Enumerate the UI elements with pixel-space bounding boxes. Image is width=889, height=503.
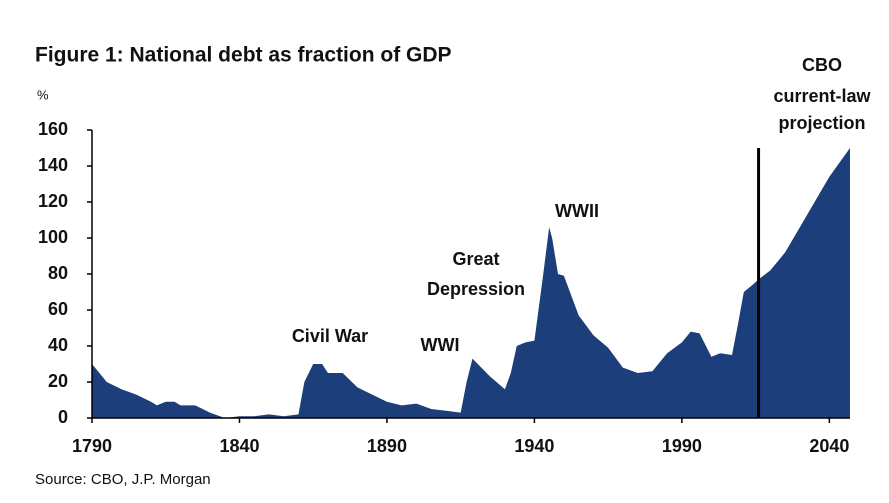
area (92, 148, 850, 418)
annotation: projection (778, 113, 865, 133)
x-tick-label: 1940 (514, 436, 554, 456)
y-tick-label: 140 (38, 155, 68, 175)
y-tick-label: 160 (38, 119, 68, 139)
annotation: WWI (421, 335, 460, 355)
chart-title: Figure 1: National debt as fraction of G… (35, 44, 452, 67)
source: Source: CBO, J.P. Morgan (35, 471, 211, 488)
y-tick-label: 80 (48, 263, 68, 283)
x-tick-label: 2040 (809, 436, 849, 456)
annotation: CBO (802, 55, 842, 75)
y-tick-label: 20 (48, 371, 68, 391)
annotation: Civil War (292, 326, 368, 346)
y-tick-label: 120 (38, 191, 68, 211)
y-tick-label: 60 (48, 299, 68, 319)
y-tick-label: 40 (48, 335, 68, 355)
x-tick-label: 1890 (367, 436, 407, 456)
annotation: WWII (555, 201, 599, 221)
y-axis-label: % (37, 87, 49, 102)
x-tick-label: 1840 (219, 436, 259, 456)
annotation: Great (452, 249, 499, 269)
y-tick-label: 0 (58, 407, 68, 427)
annotation: Depression (427, 279, 525, 299)
x-tick-label: 1790 (72, 436, 112, 456)
y-tick-label: 100 (38, 227, 68, 247)
x-tick-label: 1990 (662, 436, 702, 456)
annotation: current-law (773, 86, 871, 106)
